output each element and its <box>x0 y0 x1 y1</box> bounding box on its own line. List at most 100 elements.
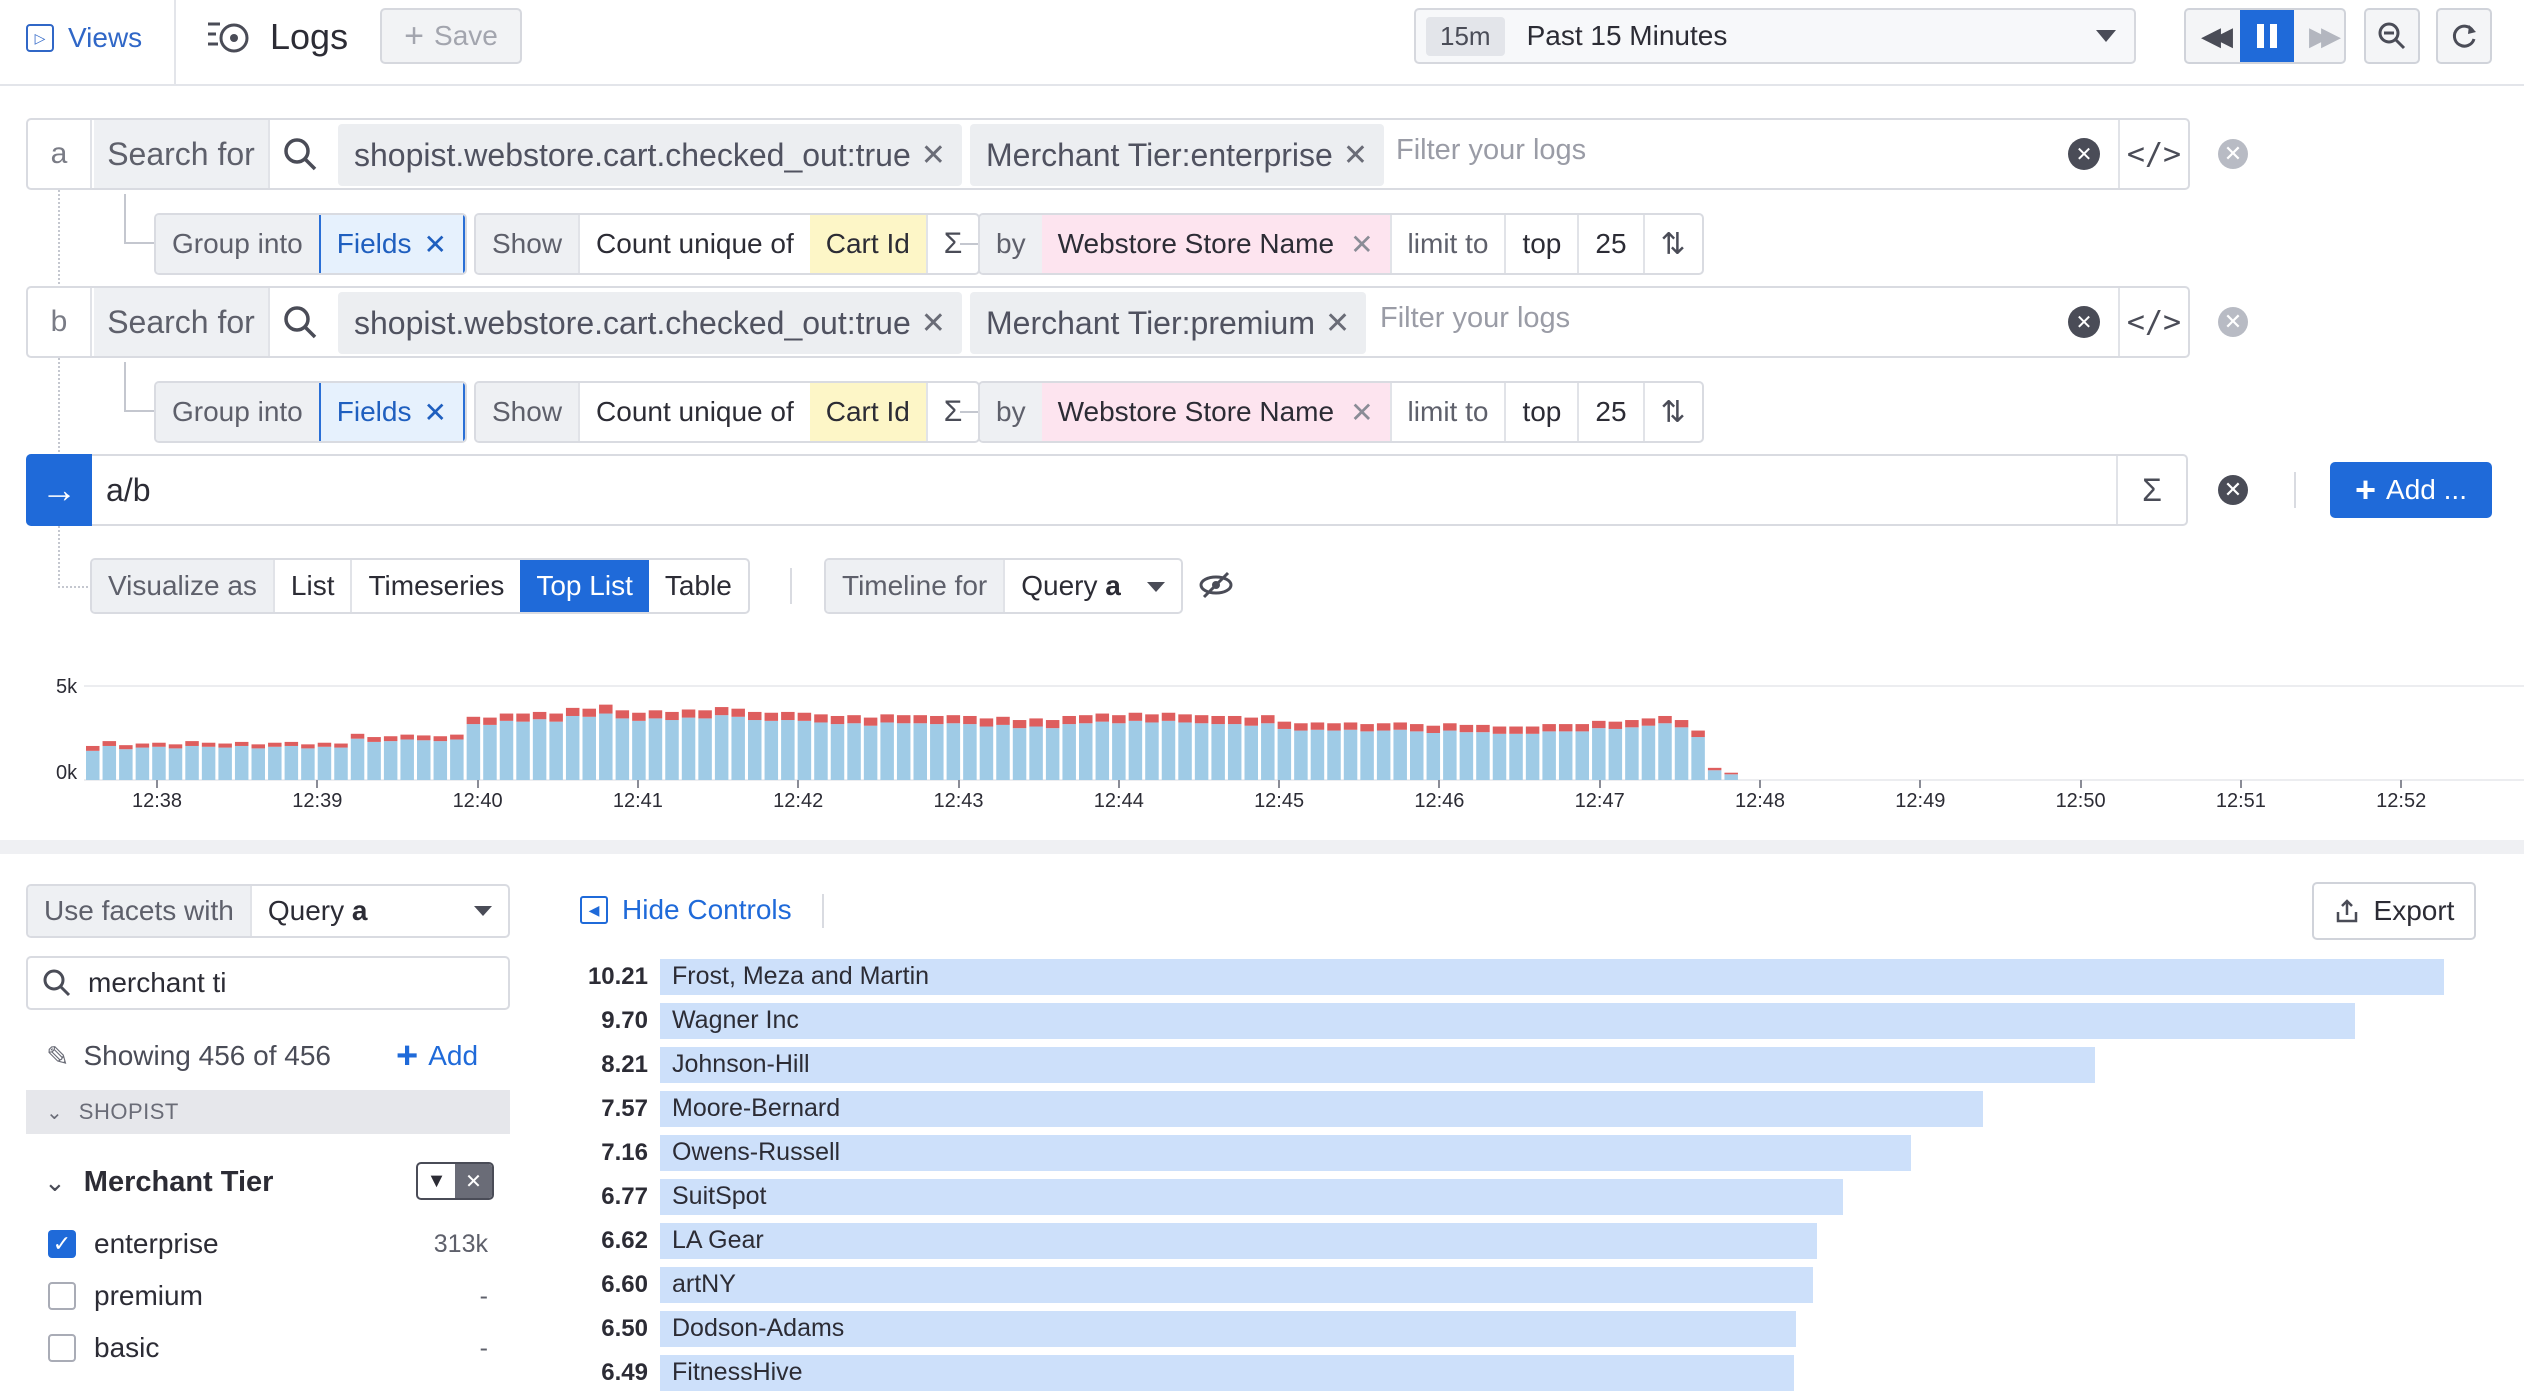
remove-query-a-icon[interactable]: ✕ <box>2218 139 2248 169</box>
close-icon[interactable]: ✕ <box>423 396 447 428</box>
top-selector[interactable]: top <box>1504 215 1577 273</box>
remove-query-b-icon[interactable]: ✕ <box>2218 307 2248 337</box>
logs-icon <box>206 14 252 60</box>
close-icon[interactable]: ✕ <box>1342 138 1368 172</box>
save-button[interactable]: + Save <box>380 8 522 64</box>
facet-group-header[interactable]: ⌄ SHOPIST <box>26 1090 510 1134</box>
bar-segment-red <box>1592 720 1606 729</box>
viz-option-timeseries[interactable]: Timeseries <box>350 560 520 612</box>
toplist-row[interactable]: 6.62 LA Gear <box>580 1221 2480 1261</box>
zoom-out-button[interactable] <box>2364 8 2420 64</box>
x-tick-label: 12:50 <box>2055 790 2106 812</box>
aggregation-selector[interactable]: Count unique of <box>578 383 810 441</box>
refresh-icon <box>2449 21 2479 51</box>
time-range-selector[interactable]: 15m Past 15 Minutes <box>1414 8 2136 64</box>
code-icon[interactable]: </> <box>2118 288 2188 356</box>
query-b-measure: Show Count unique of Cart Id Σ <box>474 381 981 443</box>
fields-selector[interactable]: Fields ✕ <box>318 383 465 441</box>
group-by-selector[interactable]: Webstore Store Name ✕ <box>1041 383 1390 441</box>
pencil-icon[interactable]: ✎ <box>46 1040 70 1072</box>
formula-input[interactable]: a/b <box>106 472 151 508</box>
close-icon[interactable]: ✕ <box>920 306 946 340</box>
facet-value-basic[interactable]: basic - <box>48 1328 488 1368</box>
add-facet-button[interactable]: + Add <box>396 1035 479 1077</box>
close-icon[interactable]: ✕ <box>423 228 447 260</box>
facet-search-field[interactable]: merchant ti <box>26 956 510 1010</box>
bar-segment-blue <box>698 718 712 780</box>
close-icon[interactable]: ✕ <box>1350 396 1374 428</box>
close-icon[interactable]: ✕ <box>920 138 946 172</box>
viz-option-table[interactable]: Table <box>664 570 732 601</box>
add-query-button[interactable]: + Add ... <box>2330 462 2492 518</box>
x-tick-label: 12:46 <box>1414 790 1465 812</box>
toplist-row[interactable]: 8.21 Johnson-Hill <box>580 1045 2480 1085</box>
checkbox[interactable] <box>48 1334 76 1362</box>
toplist-row[interactable]: 6.49 FitnessHive <box>580 1353 2480 1392</box>
viz-option-top-list[interactable]: Top List <box>520 560 649 612</box>
close-icon[interactable]: ✕ <box>455 1164 492 1198</box>
eye-slash-icon[interactable] <box>1198 570 1234 600</box>
query-b-tag-checked-out[interactable]: shopist.webstore.cart.checked_out:true ✕ <box>338 292 962 354</box>
top-selector[interactable]: top <box>1504 383 1577 441</box>
pause-button[interactable] <box>2240 10 2294 62</box>
sigma-icon[interactable]: Σ <box>2116 456 2186 524</box>
tree-line <box>124 362 154 412</box>
limit-input[interactable]: 25 <box>1577 383 1642 441</box>
sigma-icon[interactable]: Σ <box>925 383 979 441</box>
close-icon[interactable]: ✕ <box>1324 306 1351 340</box>
toplist-name: LA Gear <box>672 1226 764 1254</box>
checkbox[interactable] <box>48 1282 76 1310</box>
bar-segment-red <box>565 707 580 716</box>
facets-query-dropdown[interactable]: Query a <box>249 886 508 936</box>
bar-segment-red <box>1625 720 1639 728</box>
rewind-button[interactable]: ◀◀ <box>2186 10 2240 62</box>
timeline-query-dropdown[interactable]: Query a <box>1003 560 1181 612</box>
toplist-row[interactable]: 6.77 SuitSpot <box>580 1177 2480 1217</box>
sort-icon[interactable]: ⇅ <box>1642 215 1702 273</box>
aggregation-selector[interactable]: Count unique of <box>578 215 810 273</box>
sort-icon[interactable]: ⇅ <box>1642 383 1702 441</box>
viz-option-list[interactable]: List <box>272 560 351 612</box>
query-a-tag-checked-out[interactable]: shopist.webstore.cart.checked_out:true ✕ <box>338 124 962 186</box>
code-icon[interactable]: </> <box>2118 120 2188 188</box>
toplist-row[interactable]: 7.57 Moore-Bernard <box>580 1089 2480 1129</box>
bar-segment-red <box>152 742 166 747</box>
measure-selector[interactable]: Cart Id <box>809 383 926 441</box>
fields-selector[interactable]: Fields ✕ <box>318 215 465 273</box>
bar-segment-red <box>1525 726 1540 734</box>
clear-query-b-icon[interactable]: ✕ <box>2068 306 2100 338</box>
clear-query-a-icon[interactable]: ✕ <box>2068 138 2100 170</box>
refresh-button[interactable] <box>2436 8 2492 64</box>
measure-selector[interactable]: Cart Id <box>809 215 926 273</box>
limit-input[interactable]: 25 <box>1577 215 1642 273</box>
hide-controls-button[interactable]: ◀ Hide Controls <box>580 890 792 930</box>
sigma-icon[interactable]: Σ <box>925 215 979 273</box>
bar-segment-red <box>168 744 183 749</box>
toplist-row[interactable]: 7.16 Owens-Russell <box>580 1133 2480 1173</box>
remove-formula-icon[interactable]: ✕ <box>2218 475 2248 505</box>
views-button[interactable]: ▷ Views <box>26 18 142 58</box>
x-tick-mark <box>957 780 960 788</box>
close-icon[interactable]: ✕ <box>1350 228 1374 260</box>
filter-icon[interactable]: ▼ <box>426 1169 447 1192</box>
checkbox-checked[interactable]: ✓ <box>48 1230 76 1258</box>
query-b-filter-input[interactable]: Filter your logs <box>1380 302 1571 334</box>
toplist-row[interactable]: 6.60 artNY <box>580 1265 2480 1305</box>
facet-value-enterprise[interactable]: ✓ enterprise 313k <box>48 1224 488 1264</box>
group-by-selector[interactable]: Webstore Store Name ✕ <box>1041 215 1390 273</box>
query-b-search-label: Search for <box>94 288 270 356</box>
add-label: Add <box>428 1040 479 1071</box>
toplist-row[interactable]: 6.50 Dodson-Adams <box>580 1309 2480 1349</box>
query-b-tag-merchant-tier[interactable]: Merchant Tier:premium ✕ <box>970 292 1367 354</box>
facet-value-premium[interactable]: premium - <box>48 1276 488 1316</box>
facet-merchant-tier-header[interactable]: ⌄ Merchant Tier <box>44 1162 273 1202</box>
query-a-tag-merchant-tier[interactable]: Merchant Tier:enterprise ✕ <box>970 124 1384 186</box>
query-a-filter-input[interactable]: Filter your logs <box>1396 134 1587 166</box>
bar-segment-red <box>946 715 961 724</box>
bar-segment-blue <box>516 721 530 780</box>
chevron-down-icon <box>474 906 492 916</box>
toplist-row[interactable]: 9.70 Wagner Inc <box>580 1001 2480 1041</box>
export-button[interactable]: Export <box>2312 882 2476 940</box>
toplist-row[interactable]: 10.21 Frost, Meza and Martin <box>580 957 2480 997</box>
forward-button[interactable]: ▶▶ <box>2294 10 2344 62</box>
